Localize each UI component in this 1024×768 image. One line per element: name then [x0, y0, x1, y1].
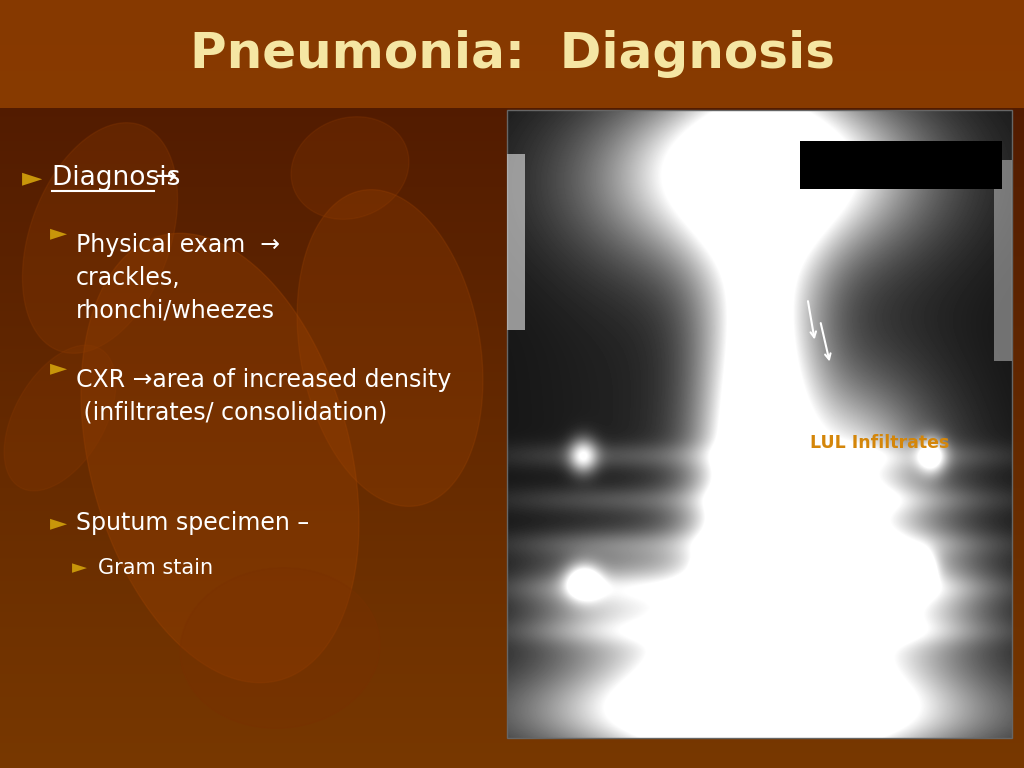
- Polygon shape: [23, 123, 177, 353]
- Text: Sputum specimen –: Sputum specimen –: [76, 511, 309, 535]
- Text: ►: ►: [50, 223, 68, 243]
- Bar: [507, 154, 524, 329]
- Bar: [0, 0, 1024, 108]
- Polygon shape: [291, 117, 409, 220]
- Polygon shape: [180, 568, 380, 728]
- Text: ►: ►: [22, 165, 42, 191]
- Bar: [994, 161, 1012, 361]
- Text: Pneumonia:  Diagnosis: Pneumonia: Diagnosis: [189, 30, 835, 78]
- Text: CXR →area of increased density
 (infiltrates/ consolidation): CXR →area of increased density (infiltra…: [76, 368, 452, 425]
- Text: ►: ►: [50, 513, 68, 533]
- Bar: [507, 110, 1012, 738]
- Text: Physical exam  →
crackles,
rhonchi/wheezes: Physical exam → crackles, rhonchi/wheeze…: [76, 233, 280, 322]
- Polygon shape: [4, 345, 116, 491]
- Polygon shape: [297, 190, 483, 506]
- Text: Gram stain: Gram stain: [98, 558, 213, 578]
- Polygon shape: [81, 233, 359, 683]
- Bar: [800, 141, 1001, 188]
- Text: Diagnosis: Diagnosis: [52, 165, 188, 191]
- Text: ►: ►: [50, 358, 68, 378]
- Text: ►: ►: [72, 558, 87, 578]
- Text: LUL Infiltrates: LUL Infiltrates: [810, 434, 949, 452]
- Text: →: →: [155, 165, 177, 191]
